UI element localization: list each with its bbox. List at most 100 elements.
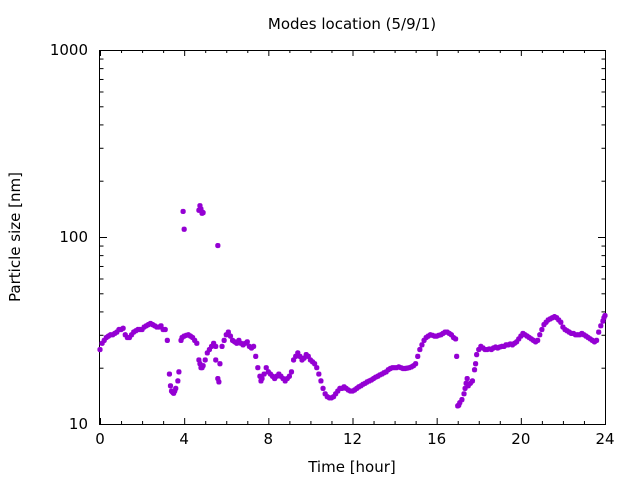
data-point: [309, 359, 316, 365]
data-point: [284, 375, 290, 382]
data-point: [217, 361, 223, 367]
data-point: [219, 343, 225, 349]
data-point: [114, 329, 120, 335]
data-point: [259, 375, 265, 382]
data-point: [456, 402, 462, 408]
data-point: [122, 332, 128, 338]
data-point: [202, 357, 208, 363]
data-point: [307, 357, 314, 363]
data-point: [454, 353, 460, 359]
data-point: [448, 332, 454, 338]
data-point: [330, 394, 337, 400]
data-point: [258, 378, 264, 384]
data-point: [543, 319, 549, 325]
data-point: [176, 369, 182, 375]
data-point: [204, 350, 210, 356]
data-point: [261, 371, 267, 377]
data-point: [263, 365, 269, 371]
data-point: [206, 346, 213, 353]
data-point: [335, 388, 341, 394]
data-point: [251, 343, 257, 349]
data-point: [181, 226, 187, 232]
data-point: [462, 385, 468, 392]
data-point: [158, 323, 164, 329]
data-point: [467, 380, 473, 386]
x-tick-label: 24: [595, 430, 614, 448]
data-point: [461, 391, 467, 397]
axes-group: 0 4 8 12 16 20 24 10 100 1000: [50, 41, 615, 448]
data-point: [322, 391, 328, 397]
data-point: [290, 357, 297, 363]
data-point: [537, 332, 543, 338]
x-tick-label: 0: [95, 430, 105, 448]
data-point: [558, 319, 564, 325]
data-point: [312, 361, 318, 367]
data-point: [383, 369, 389, 375]
data-point: [208, 343, 215, 349]
data-point: [126, 334, 133, 341]
data-point: [139, 326, 145, 333]
data-point: [535, 337, 541, 343]
x-tick-label: 8: [264, 430, 274, 448]
chart-title: Modes location (5/9/1): [268, 15, 436, 33]
data-point: [316, 371, 322, 377]
y-tick-label: 100: [59, 228, 88, 246]
data-point: [265, 369, 271, 375]
data-point: [282, 378, 288, 384]
data-point: [175, 378, 181, 384]
data-point: [541, 322, 547, 328]
data-point: [469, 378, 476, 384]
data-point: [225, 329, 231, 335]
data-point: [213, 357, 219, 363]
data-point: [518, 333, 524, 339]
data-point: [453, 336, 459, 342]
data-point: [180, 208, 186, 215]
data-point: [97, 346, 103, 353]
data-point: [101, 337, 107, 343]
data-point: [476, 346, 482, 353]
data-point: [413, 361, 419, 367]
data-point: [267, 371, 274, 377]
data-point: [410, 363, 417, 369]
data-point: [197, 361, 203, 367]
data-point: [297, 353, 303, 359]
data-point: [215, 242, 221, 249]
data-point: [471, 367, 478, 373]
data-point: [200, 363, 206, 369]
data-point: [459, 397, 465, 403]
data-point: [167, 383, 174, 389]
data-point: [417, 346, 423, 353]
x-tick-label: 12: [343, 430, 362, 448]
data-point: [172, 388, 178, 394]
data-point: [301, 355, 307, 361]
data-point: [257, 373, 263, 379]
y-tick-label: 1000: [50, 41, 88, 59]
data-point: [244, 339, 250, 345]
data-point: [560, 324, 566, 330]
data-point: [215, 375, 221, 382]
data-point: [198, 206, 204, 212]
data-point: [457, 400, 463, 406]
data-point: [474, 352, 480, 358]
data-point: [602, 312, 608, 319]
data-point: [194, 340, 200, 346]
data-point: [253, 353, 259, 359]
data-point: [216, 379, 222, 385]
data-point: [415, 353, 421, 359]
plot-area-frame: [99, 50, 606, 425]
data-point: [419, 342, 425, 348]
data-point: [276, 371, 282, 377]
data-point: [99, 340, 105, 346]
data-points-group: [97, 203, 608, 409]
data-point: [280, 375, 286, 382]
data-point: [164, 337, 170, 343]
data-point: [333, 391, 339, 397]
data-point: [463, 380, 469, 386]
data-point: [227, 333, 234, 339]
data-point: [314, 365, 320, 371]
data-point: [472, 361, 479, 367]
data-point: [166, 371, 173, 377]
data-point: [554, 315, 560, 321]
data-point: [221, 337, 227, 343]
data-point: [465, 383, 471, 389]
